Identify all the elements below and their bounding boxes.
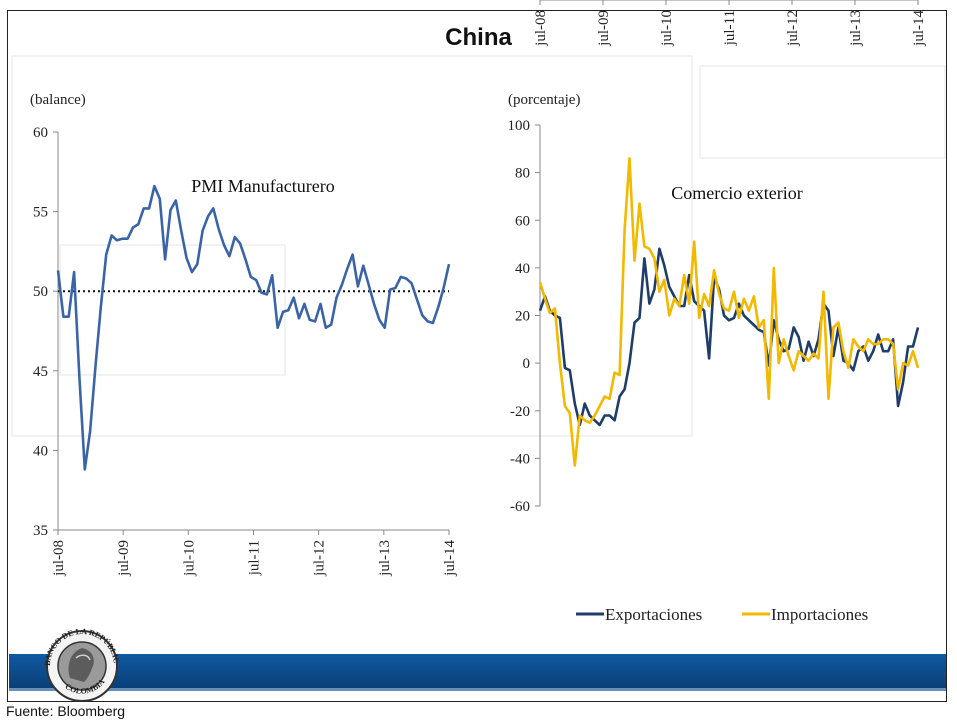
- right-chart-axes: -60 -40 -20 0 20 40 60 80 100 jul-08 jul-09 jul-10 j…: [508, 0, 927, 515]
- slide-title: China: [445, 24, 512, 51]
- legend-label-importaciones: Importaciones: [771, 605, 868, 624]
- right-chart-y-tick-label: -60: [510, 499, 530, 515]
- legend: Exportaciones Importaciones: [576, 605, 868, 624]
- bg-rect: [11, 55, 693, 437]
- left-chart-series: [56, 184, 451, 471]
- right-chart-ylabel: (porcentaje): [508, 92, 580, 108]
- right-chart-y-tick-label: 60: [515, 213, 530, 229]
- left-chart-x-tick-label: jul-14: [442, 540, 458, 577]
- left-chart-y-tick-label: 55: [33, 205, 48, 221]
- legend-label-exportaciones: Exportaciones: [605, 605, 702, 624]
- right-chart-y-tick-label: 40: [515, 261, 530, 277]
- left-chart-x-tick-label: jul-09: [116, 540, 132, 577]
- left-chart-y-tick-label: 35: [33, 523, 48, 539]
- right-chart-x-tick-label: jul-10: [659, 10, 675, 47]
- right-chart-x-tick-label: jul-09: [596, 10, 612, 47]
- series-importaciones-line: [538, 157, 920, 467]
- left-chart-ylabel: (balance): [30, 92, 86, 108]
- left-chart-axes: 35 40 45 50 55 60 jul-08 jul-09 jul-10 jul-11 jul-…: [33, 125, 458, 577]
- banco-republica-logo: BANCO DE LA REPÚBLICA COLOMBIA: [36, 628, 121, 702]
- right-chart-y-tick-label: -40: [510, 451, 530, 467]
- right-chart-y-tick-label: 20: [515, 309, 530, 325]
- left-chart-y-tick-label: 45: [33, 364, 48, 380]
- right-chart-x-tick-label: jul-14: [911, 10, 927, 47]
- left-chart-x-tick-label: jul-10: [181, 540, 197, 577]
- left-chart-x-tick-label: jul-08: [51, 540, 67, 577]
- left-chart-y-tick-label: 50: [33, 284, 48, 300]
- series-exportaciones-line: [538, 247, 920, 427]
- background-decoration: [11, 55, 946, 437]
- left-chart-x-tick-label: jul-11: [247, 540, 263, 576]
- right-chart-y-tick-label: 100: [508, 118, 531, 134]
- left-chart-series-line: [56, 184, 451, 471]
- right-chart-y-tick-label: -20: [510, 404, 530, 420]
- slide-frame: [7, 10, 947, 702]
- source-note: Fuente: Bloomberg: [6, 703, 126, 719]
- left-chart-x-tick-label: jul-13: [377, 540, 393, 577]
- left-chart-x-tick-label: jul-12: [312, 540, 328, 577]
- bg-rect: [59, 244, 286, 376]
- footer-band: [9, 654, 946, 688]
- right-chart-title: Comercio exterior: [671, 183, 802, 203]
- right-chart-x-tick-label: jul-11: [722, 10, 738, 46]
- left-chart-title: PMI Manufacturero: [191, 176, 334, 196]
- right-chart-x-tick-label: jul-12: [785, 10, 801, 47]
- right-chart-y-tick-label: 0: [523, 356, 531, 372]
- bg-rect: [699, 65, 946, 159]
- footer-band-line: [9, 688, 946, 691]
- left-chart-y-tick-label: 60: [33, 125, 48, 141]
- left-chart-y-tick-label: 40: [33, 443, 48, 459]
- right-chart-series: [538, 157, 920, 467]
- right-chart-x-tick-label: jul-08: [533, 10, 549, 47]
- right-chart-x-tick-label: jul-13: [848, 10, 864, 47]
- right-chart-y-tick-label: 80: [515, 166, 530, 182]
